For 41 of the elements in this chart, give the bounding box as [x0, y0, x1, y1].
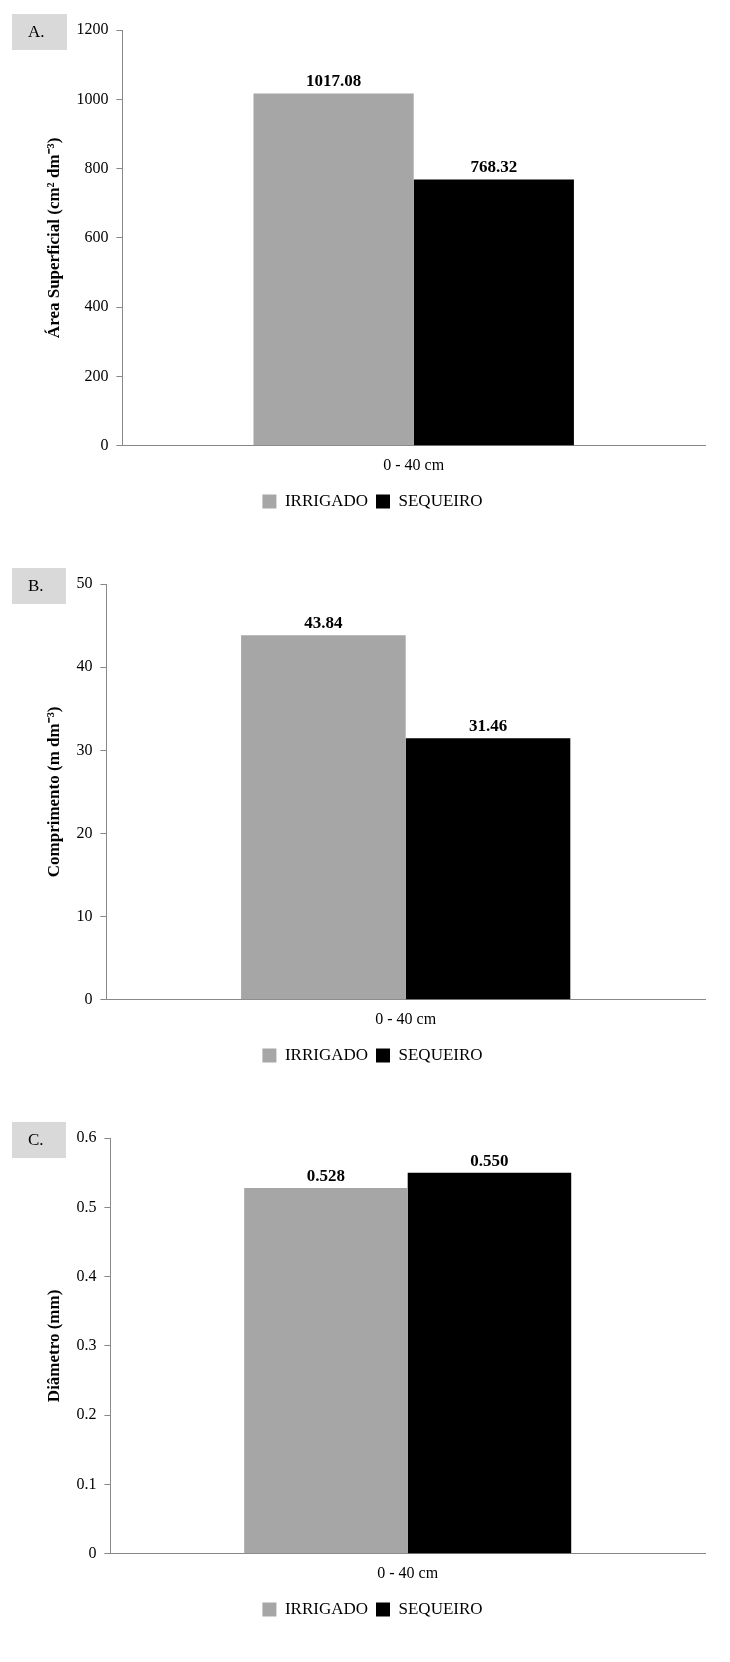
y-tick-label: 200 [84, 366, 109, 384]
y-tick-label: 600 [84, 228, 109, 246]
y-tick-label: 0 [84, 990, 93, 1007]
legend-label: SEQUEIRO [398, 490, 483, 510]
legend-label: IRRIGADO [284, 1044, 369, 1064]
data-label: 43.84 [304, 613, 344, 633]
chart-title: C. [12, 1122, 66, 1158]
x-tick-label: 0 - 40 cm [383, 455, 445, 473]
y-tick-label: 1200 [76, 20, 109, 38]
y-tick-label: 1000 [76, 89, 109, 107]
y-tick-label: 10 [76, 906, 93, 924]
legend-label: IRRIGADO [284, 490, 369, 510]
legend-label: SEQUEIRO [398, 1598, 483, 1618]
data-label: 31.46 [468, 716, 508, 736]
y-tick-label: 0.5 [76, 1197, 97, 1215]
data-label: 768.32 [470, 157, 518, 177]
y-tick-label: 40 [76, 657, 93, 675]
y-tick-label: 0.1 [76, 1474, 97, 1492]
data-label: 0.528 [306, 1165, 346, 1185]
y-axis-title: Diâmetro (mm) [43, 1289, 63, 1403]
y-tick-label: 0 [88, 1544, 97, 1561]
y-tick-label: 30 [76, 740, 93, 758]
y-tick-label: 50 [76, 574, 93, 592]
chart-title: A. [12, 14, 67, 50]
y-tick-label: 800 [84, 158, 109, 176]
data-label: 0.550 [470, 1150, 509, 1170]
y-tick-label: 400 [84, 297, 109, 315]
y-axis-title: Comprimento (m dm⁻³) [43, 706, 63, 878]
x-tick-label: 0 - 40 cm [375, 1009, 437, 1027]
y-tick-label: 20 [76, 823, 93, 841]
y-tick-label: 0.3 [76, 1336, 97, 1354]
legend-label: SEQUEIRO [398, 1044, 483, 1064]
data-label: 1017.08 [305, 71, 362, 91]
legend-label: IRRIGADO [284, 1598, 369, 1618]
y-axis-title: Área Superficial (cm² dm⁻³) [43, 137, 63, 339]
chart-title: B. [12, 568, 66, 604]
x-tick-label: 0 - 40 cm [377, 1563, 439, 1581]
y-tick-label: 0.4 [76, 1266, 97, 1284]
y-tick-label: 0 [100, 436, 109, 453]
y-tick-label: 0.6 [76, 1128, 97, 1146]
y-tick-label: 0.2 [76, 1405, 97, 1423]
